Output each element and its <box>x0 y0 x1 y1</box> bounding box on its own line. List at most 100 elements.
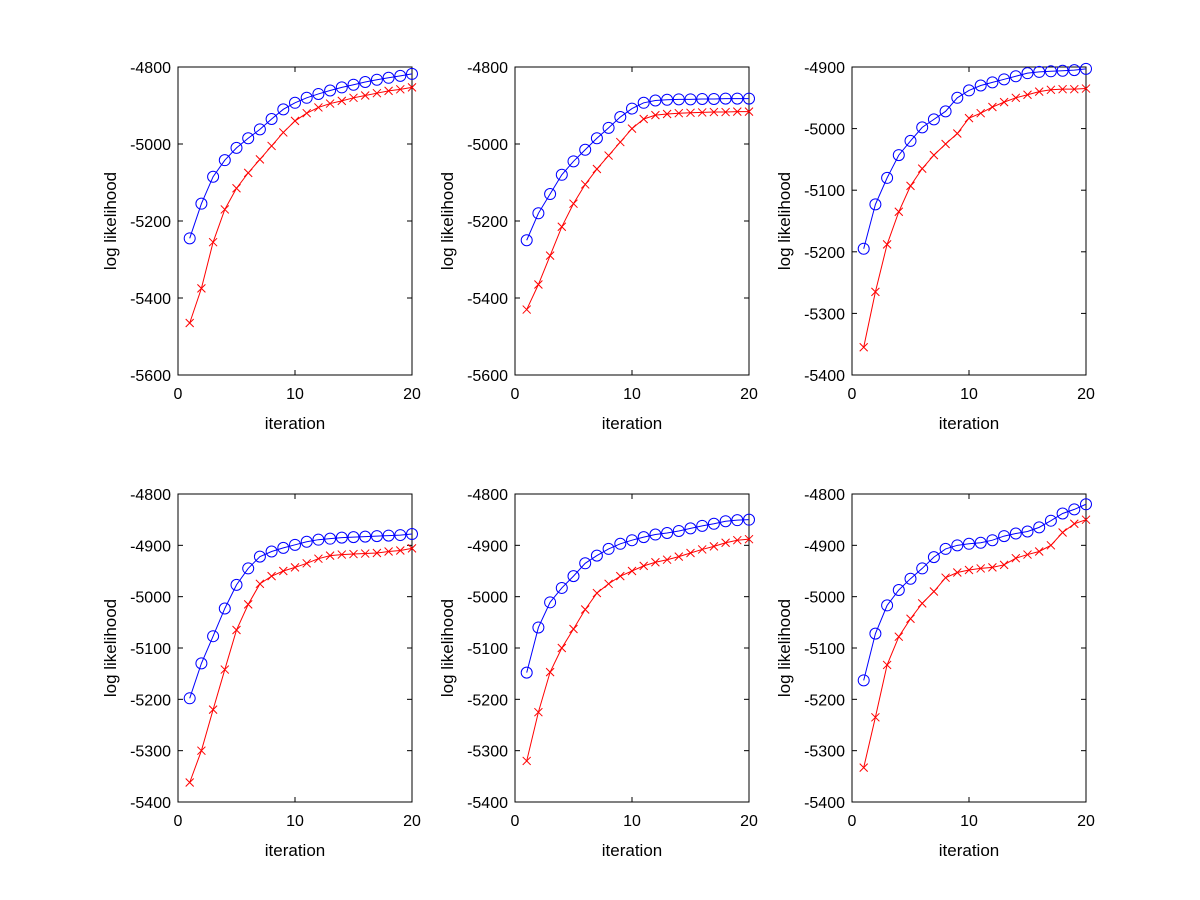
data-point-circle <box>312 533 325 546</box>
data-point-circle <box>544 596 557 609</box>
data-point-x <box>882 240 892 249</box>
data-point-x <box>185 778 195 787</box>
data-point-circle <box>544 188 557 201</box>
data-point-circle <box>626 102 638 115</box>
data-point-circle <box>335 531 348 544</box>
series-line <box>863 88 1087 348</box>
series-line <box>189 533 413 699</box>
data-point-x <box>1023 90 1032 100</box>
data-point-circle <box>974 536 987 549</box>
data-point-x <box>255 579 265 589</box>
y-tick-label: -5100 <box>467 641 508 658</box>
data-point-circle <box>881 171 894 184</box>
data-point-x <box>278 566 288 576</box>
data-point-circle <box>614 111 627 124</box>
y-tick-label: -5400 <box>467 291 508 308</box>
data-point-x <box>569 199 578 209</box>
data-point-circle <box>684 93 697 106</box>
data-point-x <box>592 588 602 598</box>
data-point-circle <box>579 143 592 156</box>
data-point-circle <box>986 534 999 547</box>
data-point-circle <box>1044 65 1057 78</box>
subplot-3: 0 10 20 -5400 -5300 -5200 -5100 -5000 -4900 itera… <box>775 60 1095 433</box>
data-point-circle <box>242 562 255 575</box>
data-point-circle <box>974 79 987 92</box>
data-point-circle <box>253 550 266 563</box>
y-tick-label: -5000 <box>467 137 508 154</box>
data-point-circle <box>289 96 301 109</box>
data-point-x <box>882 660 892 670</box>
y-tick-label: -5400 <box>467 795 508 812</box>
series-2 <box>859 515 1091 772</box>
data-point-x <box>208 237 218 247</box>
data-point-circle <box>637 531 650 544</box>
x-tick-label: 0 <box>848 813 857 830</box>
data-point-circle <box>394 69 407 82</box>
data-point-x <box>906 614 915 624</box>
data-point-x <box>1023 550 1032 559</box>
data-point-x <box>290 563 300 572</box>
data-point-x <box>627 124 637 133</box>
x-tick-label: 0 <box>511 813 520 830</box>
data-point-circle <box>661 527 674 540</box>
data-point-circle <box>1068 64 1081 77</box>
x-tick-label: 20 <box>1077 813 1095 830</box>
data-point-circle <box>672 93 685 106</box>
data-point-x <box>988 102 997 112</box>
data-point-circle <box>661 93 674 106</box>
data-point-circle <box>731 92 744 105</box>
data-point-x <box>545 667 555 677</box>
data-point-x <box>557 222 567 232</box>
data-point-circle <box>1033 521 1046 534</box>
x-tick-label: 20 <box>403 813 421 830</box>
data-point-circle <box>602 542 615 555</box>
series-line <box>863 68 1087 249</box>
data-point-x <box>988 563 997 572</box>
data-point-circle <box>1044 514 1057 527</box>
data-point-circle <box>1021 67 1034 80</box>
data-point-circle <box>963 537 975 550</box>
data-point-circle <box>532 621 545 634</box>
x-tick-label: 0 <box>511 386 520 403</box>
y-tick-label: -4900 <box>130 538 171 555</box>
y-tick-label: -5300 <box>804 306 845 323</box>
data-point-x <box>522 305 532 314</box>
y-tick-label: -4900 <box>467 538 508 555</box>
series-2 <box>185 544 417 787</box>
data-point-x <box>697 545 707 554</box>
y-tick-label: -5300 <box>804 744 845 761</box>
data-point-x <box>267 141 276 151</box>
data-point-x <box>976 564 986 573</box>
data-point-x <box>639 561 649 571</box>
data-point-x <box>580 180 590 189</box>
data-point-x <box>208 705 218 714</box>
data-point-x <box>407 544 417 553</box>
data-point-circle <box>696 519 709 532</box>
series-line <box>189 547 413 783</box>
data-point-x <box>859 342 869 352</box>
series-2 <box>522 534 754 766</box>
series-line <box>189 73 413 239</box>
data-point-x <box>220 665 230 674</box>
data-point-x <box>534 280 543 289</box>
data-point-x <box>1058 528 1067 537</box>
data-point-circle <box>532 207 545 220</box>
data-point-x <box>372 548 382 558</box>
y-tick-label: -4800 <box>804 487 845 504</box>
data-point-circle <box>719 515 732 528</box>
data-point-circle <box>195 657 208 670</box>
data-point-circle <box>312 87 325 100</box>
data-point-x <box>615 571 625 581</box>
series-line <box>526 538 750 762</box>
data-point-circle <box>289 538 301 551</box>
data-point-circle <box>986 76 999 89</box>
x-tick-label: 20 <box>740 813 758 830</box>
y-tick-label: -4800 <box>467 60 508 77</box>
data-point-circle <box>183 232 196 245</box>
data-point-circle <box>672 524 685 537</box>
data-point-x <box>349 93 358 103</box>
data-point-circle <box>927 551 940 564</box>
data-point-x <box>1081 515 1091 525</box>
data-point-x <box>906 181 915 191</box>
data-point-x <box>639 114 649 124</box>
